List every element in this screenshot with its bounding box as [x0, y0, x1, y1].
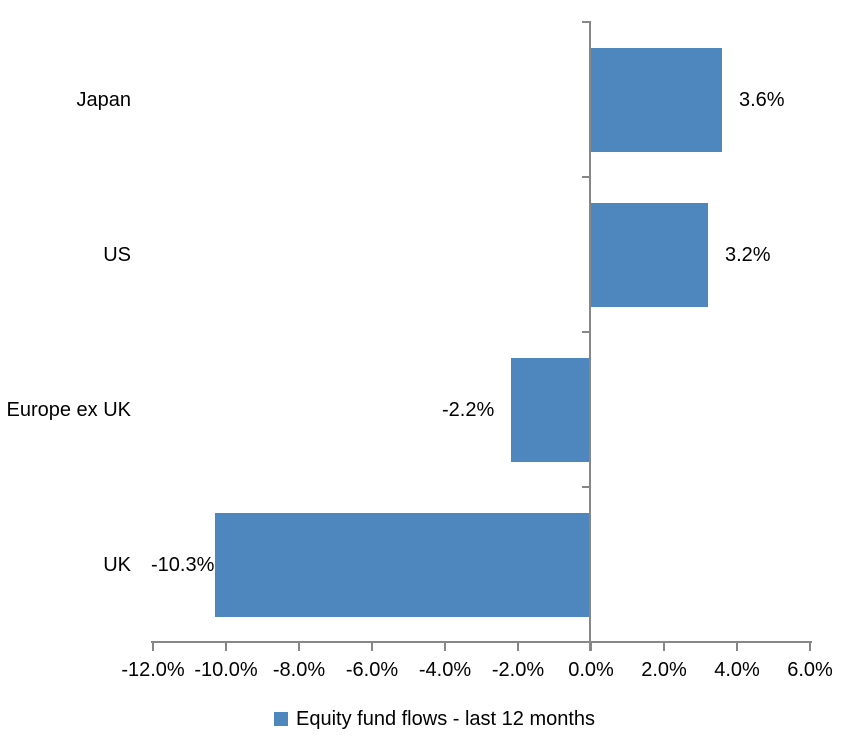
x-axis-tick	[736, 641, 738, 651]
x-tick-label: -12.0%	[121, 659, 185, 681]
category-axis-tick	[582, 21, 590, 23]
category-axis-line	[151, 641, 812, 643]
x-tick-label: -8.0%	[272, 659, 326, 681]
bar-japan	[591, 48, 722, 152]
data-label: 3.6%	[739, 89, 785, 111]
x-axis-tick	[371, 641, 373, 651]
bar-uk	[215, 513, 591, 617]
x-tick-label: 0.0%	[568, 659, 614, 681]
data-label: 3.2%	[725, 244, 771, 266]
category-axis-tick	[582, 486, 590, 488]
x-tick-label: -10.0%	[194, 659, 258, 681]
x-axis-tick	[590, 641, 592, 651]
x-tick-label: -2.0%	[491, 659, 545, 681]
data-label: -2.2%	[442, 399, 495, 421]
x-axis-tick	[444, 641, 446, 651]
x-axis-tick	[225, 641, 227, 651]
category-label: UK	[103, 554, 131, 576]
legend-label: Equity fund flows - last 12 months	[296, 708, 596, 730]
bar-europe-ex-uk	[511, 358, 591, 462]
legend-series-swatch-icon	[274, 712, 288, 726]
x-tick-label: -4.0%	[418, 659, 472, 681]
x-tick-label: -6.0%	[345, 659, 399, 681]
category-label: Japan	[76, 89, 132, 111]
x-axis-tick	[152, 641, 154, 651]
x-tick-label: 2.0%	[641, 659, 687, 681]
data-label: -10.3%	[151, 554, 215, 576]
bar-us	[591, 203, 708, 307]
category-label: Europe ex UK	[6, 399, 131, 421]
category-axis-tick	[582, 176, 590, 178]
legend: Equity fund flows - last 12 months	[274, 706, 595, 732]
x-tick-label: 6.0%	[787, 659, 833, 681]
value-axis-line	[589, 21, 591, 651]
x-axis-tick	[663, 641, 665, 651]
x-tick-label: 4.0%	[714, 659, 760, 681]
x-axis-tick	[517, 641, 519, 651]
x-axis-tick	[809, 641, 811, 651]
x-axis-tick	[298, 641, 300, 651]
category-axis-tick	[582, 331, 590, 333]
category-label: US	[103, 244, 131, 266]
